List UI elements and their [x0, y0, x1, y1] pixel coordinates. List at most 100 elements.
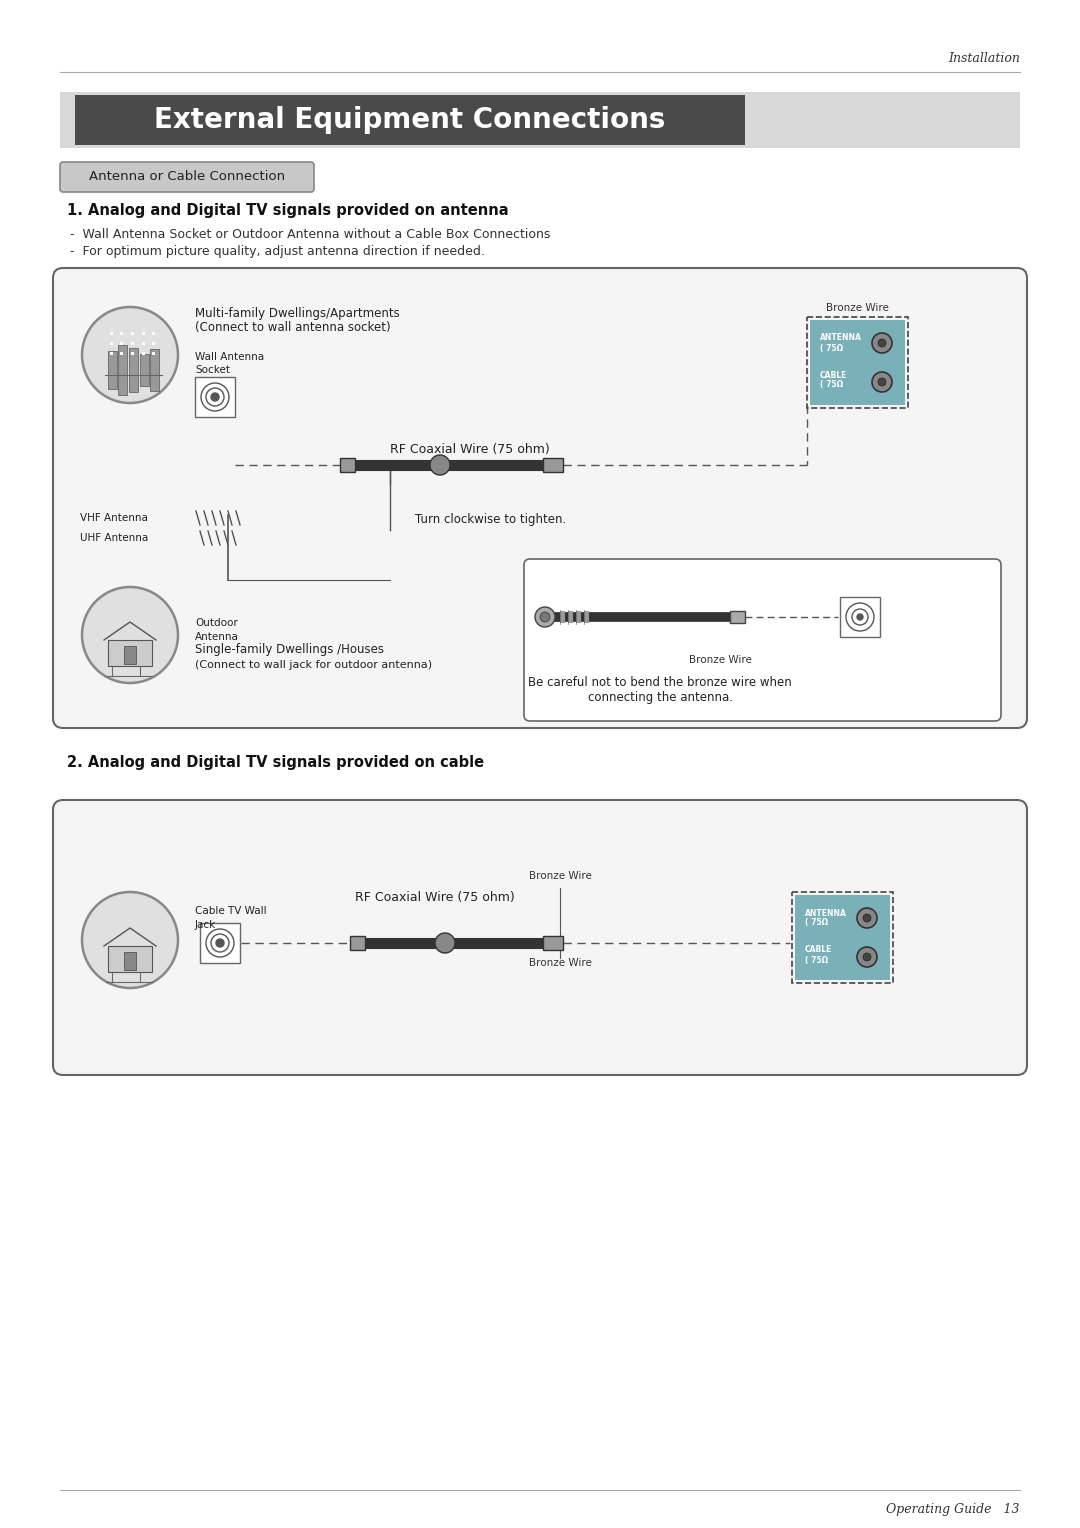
Circle shape	[82, 307, 178, 403]
FancyBboxPatch shape	[53, 801, 1027, 1076]
Bar	[543, 937, 563, 950]
FancyBboxPatch shape	[524, 559, 1001, 721]
Text: (Connect to wall antenna socket): (Connect to wall antenna socket)	[195, 321, 391, 335]
Bar	[576, 611, 581, 623]
Bar	[118, 345, 127, 396]
Bar	[124, 952, 136, 970]
Bar	[795, 895, 890, 979]
Text: External Equipment Connections: External Equipment Connections	[154, 105, 665, 134]
Bar	[60, 92, 1020, 148]
Bar	[568, 611, 573, 623]
Text: Single-family Dwellings /Houses: Single-family Dwellings /Houses	[195, 643, 384, 657]
Bar	[807, 316, 908, 408]
Bar	[561, 611, 565, 623]
Text: Cable TV Wall
Jack: Cable TV Wall Jack	[195, 906, 267, 931]
Text: 2. Analog and Digital TV signals provided on cable: 2. Analog and Digital TV signals provide…	[67, 755, 484, 770]
Text: ANTENNA: ANTENNA	[805, 909, 847, 917]
Bar	[584, 611, 589, 623]
Bar	[140, 354, 149, 387]
Bar	[108, 351, 117, 390]
Circle shape	[82, 587, 178, 683]
Circle shape	[863, 914, 870, 921]
Text: Turn clockwise to tighten.: Turn clockwise to tighten.	[415, 513, 566, 527]
Bar	[150, 348, 159, 391]
Circle shape	[852, 610, 868, 625]
Bar	[340, 458, 355, 472]
Text: Multi-family Dwellings/Apartments: Multi-family Dwellings/Apartments	[195, 307, 400, 319]
Bar	[131, 332, 134, 335]
Bar	[730, 611, 745, 623]
Circle shape	[82, 892, 178, 989]
Circle shape	[872, 333, 892, 353]
Circle shape	[201, 384, 229, 411]
FancyBboxPatch shape	[60, 162, 314, 193]
Bar	[129, 348, 138, 393]
Text: Be careful not to bend the bronze wire when: Be careful not to bend the bronze wire w…	[528, 677, 792, 689]
Circle shape	[863, 953, 870, 961]
Circle shape	[540, 613, 550, 622]
Circle shape	[435, 934, 455, 953]
Text: -  Wall Antenna Socket or Outdoor Antenna without a Cable Box Connections: - Wall Antenna Socket or Outdoor Antenna…	[70, 229, 551, 241]
Bar	[543, 458, 563, 472]
Text: RF Coaxial Wire (75 ohm): RF Coaxial Wire (75 ohm)	[390, 443, 550, 457]
Bar	[131, 351, 134, 354]
Text: Wall Antenna
Socket: Wall Antenna Socket	[195, 351, 265, 376]
Text: UHF Antenna: UHF Antenna	[80, 533, 148, 542]
Text: ( 75Ω: ( 75Ω	[820, 344, 843, 353]
Bar	[108, 946, 152, 972]
Bar	[120, 342, 123, 345]
Bar	[124, 646, 136, 665]
Bar	[792, 892, 893, 983]
Text: ( 75Ω: ( 75Ω	[820, 380, 843, 390]
Text: CABLE: CABLE	[805, 946, 833, 955]
Text: RF Coaxial Wire (75 ohm): RF Coaxial Wire (75 ohm)	[355, 891, 515, 903]
Text: 1. Analog and Digital TV signals provided on antenna: 1. Analog and Digital TV signals provide…	[67, 203, 509, 217]
Text: ANTENNA: ANTENNA	[820, 333, 862, 342]
Text: Bronze Wire: Bronze Wire	[825, 303, 889, 313]
Bar	[840, 597, 880, 637]
Circle shape	[878, 377, 886, 387]
Text: (Connect to wall jack for outdoor antenna): (Connect to wall jack for outdoor antenn…	[195, 660, 432, 669]
Text: Outdoor
Antenna: Outdoor Antenna	[195, 617, 239, 642]
Text: ( 75Ω: ( 75Ω	[805, 955, 828, 964]
Bar	[75, 95, 745, 145]
Circle shape	[858, 908, 877, 927]
Bar	[110, 342, 113, 345]
Text: connecting the antenna.: connecting the antenna.	[588, 692, 732, 704]
Circle shape	[872, 371, 892, 393]
Bar	[120, 332, 123, 335]
Text: VHF Antenna: VHF Antenna	[80, 513, 148, 523]
Circle shape	[206, 388, 224, 406]
FancyBboxPatch shape	[53, 267, 1027, 727]
Circle shape	[216, 940, 224, 947]
Bar	[108, 640, 152, 666]
Bar	[110, 332, 113, 335]
Bar	[110, 351, 113, 354]
Circle shape	[846, 604, 874, 631]
Text: CABLE: CABLE	[820, 370, 848, 379]
Text: ( 75Ω: ( 75Ω	[805, 918, 828, 927]
Bar	[350, 937, 365, 950]
Bar	[195, 377, 235, 417]
Circle shape	[535, 607, 555, 626]
Circle shape	[211, 393, 219, 400]
Bar	[141, 351, 145, 354]
Circle shape	[211, 934, 229, 952]
Bar	[152, 342, 156, 345]
Text: Installation: Installation	[948, 52, 1020, 64]
Text: Bronze Wire: Bronze Wire	[528, 871, 592, 882]
Circle shape	[858, 947, 877, 967]
Circle shape	[206, 929, 234, 957]
Bar	[120, 351, 123, 354]
Circle shape	[858, 614, 863, 620]
Bar	[152, 351, 156, 354]
Text: Operating Guide   13: Operating Guide 13	[887, 1504, 1020, 1516]
Bar	[141, 332, 145, 335]
Bar	[810, 319, 905, 405]
Bar	[152, 332, 156, 335]
Text: Bronze Wire: Bronze Wire	[528, 958, 592, 969]
Bar	[131, 342, 134, 345]
Text: -  For optimum picture quality, adjust antenna direction if needed.: - For optimum picture quality, adjust an…	[70, 246, 485, 258]
Bar	[141, 342, 145, 345]
Text: Antenna or Cable Connection: Antenna or Cable Connection	[89, 171, 285, 183]
